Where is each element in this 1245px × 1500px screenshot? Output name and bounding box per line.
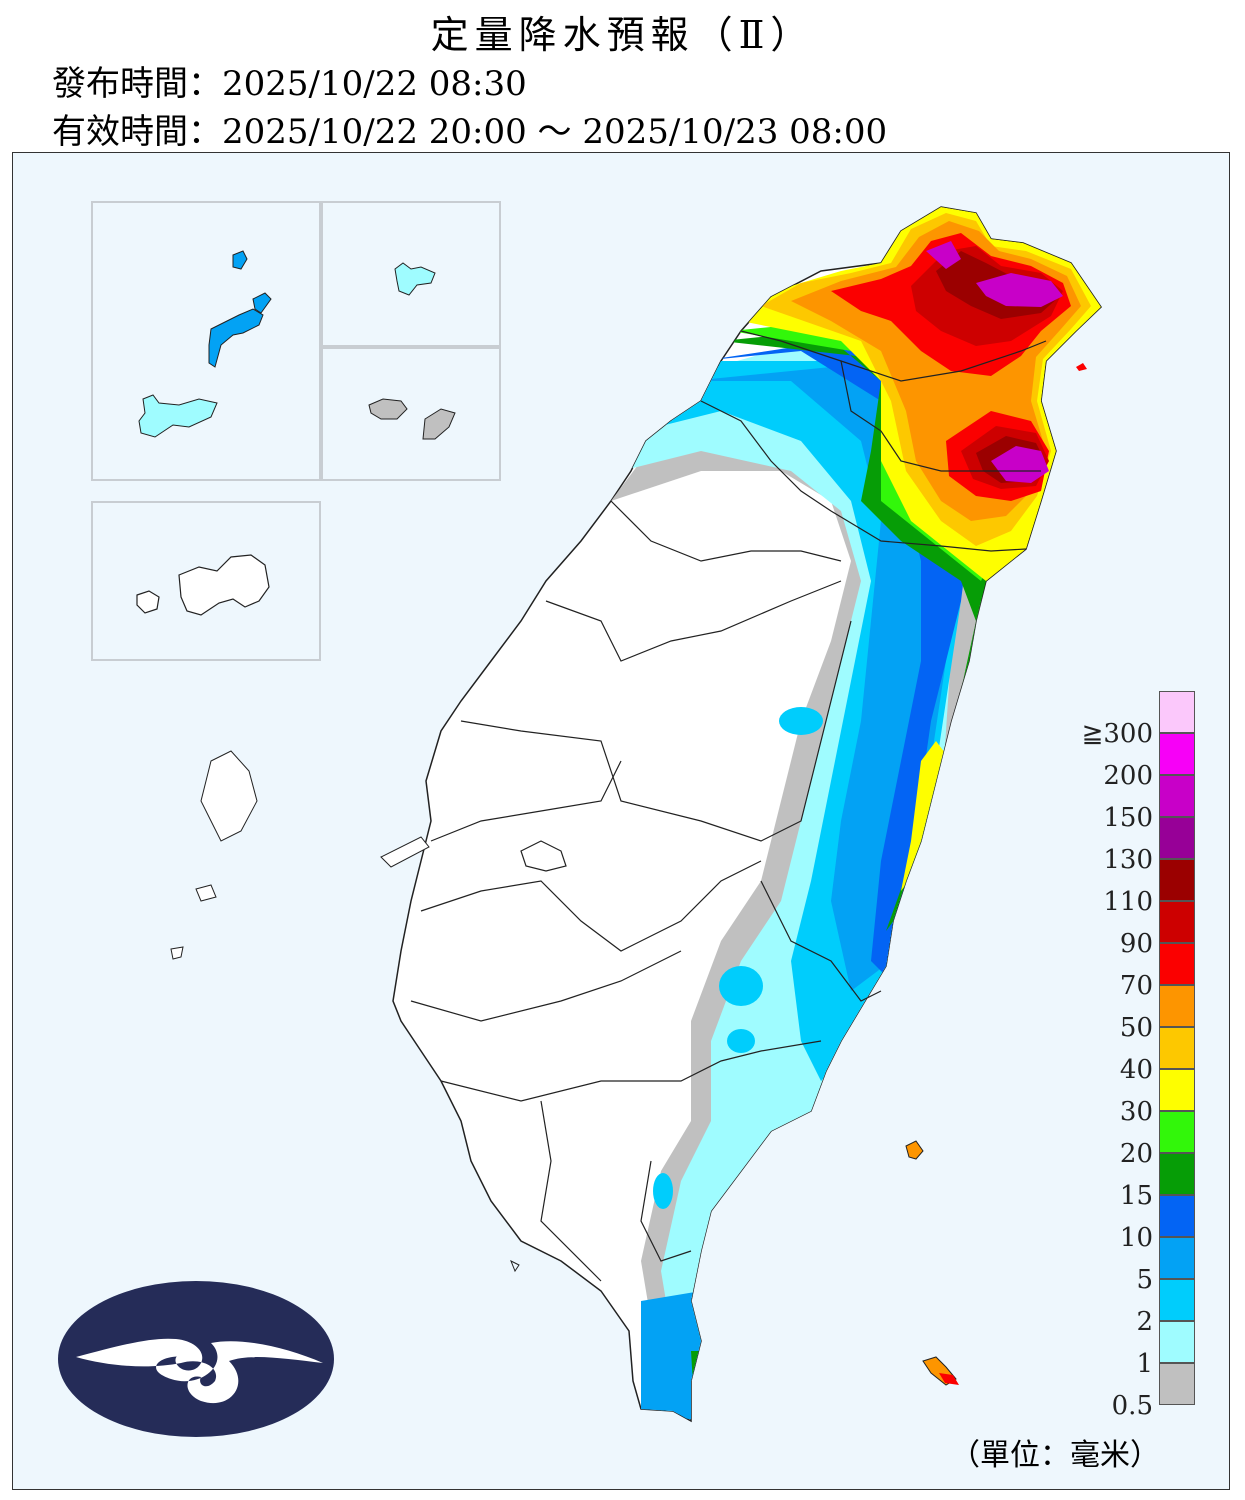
legend-label: ≧300 xyxy=(1081,719,1153,749)
legend-swatch xyxy=(1159,943,1195,985)
legend-swatch xyxy=(1159,1363,1195,1405)
legend-label: 70 xyxy=(1119,971,1153,1001)
cwa-logo xyxy=(58,1281,334,1437)
legend-swatch xyxy=(1159,817,1195,859)
legend-swatch xyxy=(1159,901,1195,943)
legend-label: 200 xyxy=(1103,761,1153,791)
inset-penghu-small xyxy=(91,501,321,661)
legend-label: 20 xyxy=(1119,1139,1153,1169)
legend-label: 130 xyxy=(1103,845,1153,875)
legend-label: 150 xyxy=(1103,803,1153,833)
issue-time: 發布時間：2025/10/22 08:30 xyxy=(52,64,527,104)
legend-swatch xyxy=(1159,1111,1195,1153)
taiwan-rainfall-map xyxy=(58,206,1102,1437)
dongyin-island xyxy=(394,262,436,296)
legend-swatch xyxy=(1159,691,1195,733)
county-borders xyxy=(410,330,1047,1282)
legend-swatch xyxy=(1159,985,1195,1027)
legend-swatch xyxy=(1159,1279,1195,1321)
legend-swatch xyxy=(1159,733,1195,775)
inset-dongyin xyxy=(321,201,501,347)
kinmen-islands xyxy=(368,398,456,440)
inset-kinmen xyxy=(321,347,501,481)
map-title: 定量降水預報（Ⅱ） xyxy=(430,13,815,57)
legend-label: 30 xyxy=(1119,1097,1153,1127)
inset-matsu xyxy=(91,201,321,481)
valid-time: 有效時間：2025/10/22 20:00 ～ 2025/10/23 08:00 xyxy=(52,112,888,152)
legend-label: 15 xyxy=(1119,1181,1153,1211)
outlying-islands xyxy=(170,363,1087,1386)
legend-swatch xyxy=(1159,1069,1195,1111)
map-frame: 0.5 1 2 5 10 15 20 30 40 50 70 90 110 130 150 200 ≧300 xyxy=(12,152,1230,1490)
legend-swatch xyxy=(1159,859,1195,901)
legend-swatch xyxy=(1159,1195,1195,1237)
legend-label: 10 xyxy=(1119,1223,1153,1253)
legend-label: 1 xyxy=(1136,1349,1153,1379)
legend-label: 5 xyxy=(1136,1265,1153,1295)
legend-label: 40 xyxy=(1119,1055,1153,1085)
legend-label: 2 xyxy=(1136,1307,1153,1337)
legend-swatch xyxy=(1159,1153,1195,1195)
legend-swatch xyxy=(1159,1027,1195,1069)
unit-label: （單位：毫米） xyxy=(950,1438,1160,1473)
legend-label: 50 xyxy=(1119,1013,1153,1043)
lamay-island-outline xyxy=(136,554,270,616)
legend-swatch xyxy=(1159,1321,1195,1363)
legend-swatch xyxy=(1159,775,1195,817)
legend-label: 110 xyxy=(1103,887,1153,917)
legend-swatch xyxy=(1159,1237,1195,1279)
matsu-islands xyxy=(138,250,272,438)
legend-label: 90 xyxy=(1119,929,1153,959)
legend-label: 0.5 xyxy=(1111,1391,1153,1421)
